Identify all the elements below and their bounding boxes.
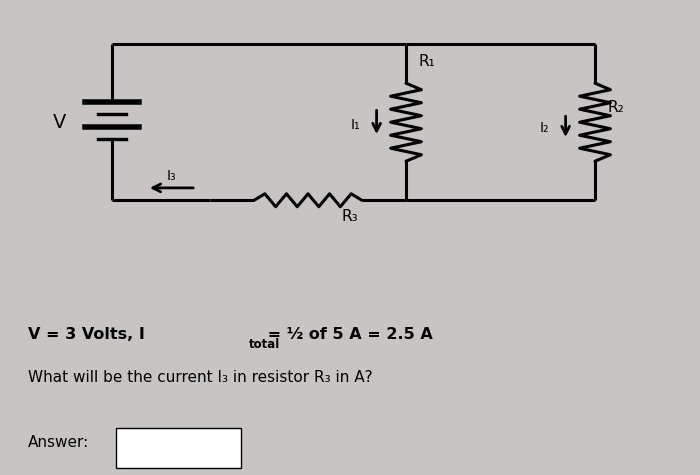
Text: I₂: I₂ xyxy=(540,121,550,135)
Text: total: total xyxy=(248,338,280,351)
Text: I₃: I₃ xyxy=(167,169,176,182)
Text: R₁: R₁ xyxy=(419,54,435,69)
Text: V: V xyxy=(52,113,66,132)
Text: I₁: I₁ xyxy=(351,118,360,132)
Text: R₂: R₂ xyxy=(608,100,624,115)
Text: Answer:: Answer: xyxy=(28,435,90,450)
Text: What will be the current I₃ in resistor R₃ in A?: What will be the current I₃ in resistor … xyxy=(28,370,372,385)
Text: V = 3 Volts, I: V = 3 Volts, I xyxy=(28,327,145,342)
FancyBboxPatch shape xyxy=(116,428,241,468)
Text: = ½ of 5 A = 2.5 A: = ½ of 5 A = 2.5 A xyxy=(262,327,433,342)
Text: R₃: R₃ xyxy=(342,209,358,224)
